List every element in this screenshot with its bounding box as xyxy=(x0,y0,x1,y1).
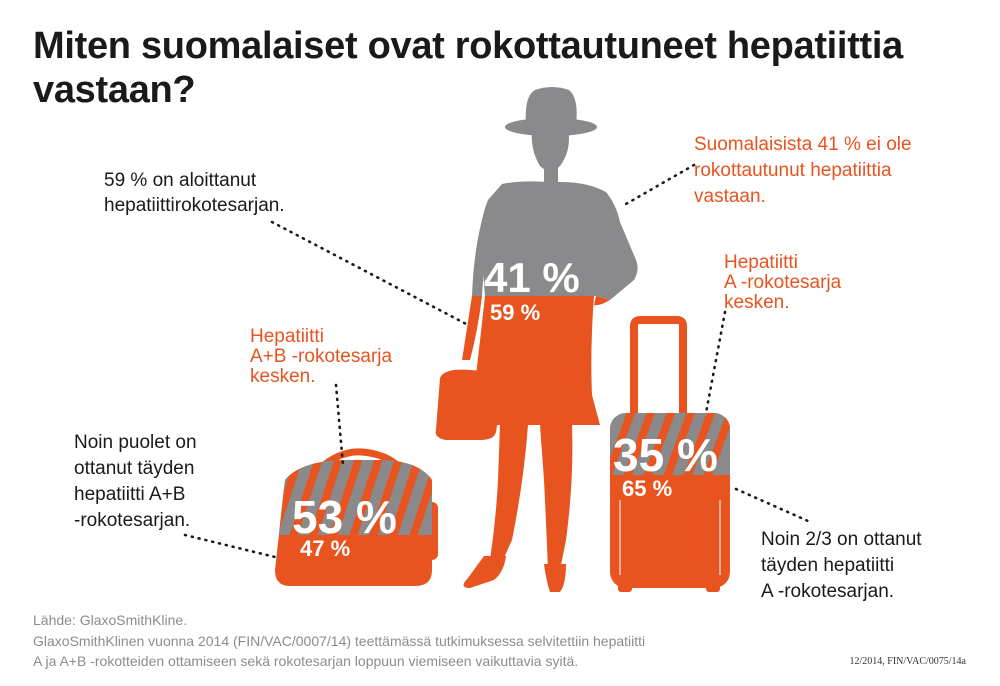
bag-bottom-value: 47 % xyxy=(300,536,351,561)
source-line: Lähde: GlaxoSmithKline. xyxy=(33,612,188,628)
leader-lines xyxy=(183,163,810,559)
woman-silhouette xyxy=(435,87,638,592)
bag-completed-note: Noin puolet on ottanut täyden hepatiitti… xyxy=(74,432,197,531)
woman-top-value: 41 % xyxy=(484,254,580,301)
duffel-bag xyxy=(275,448,438,586)
suitcase-ongoing-note: Hepatiitti A -rokotesarja kesken. xyxy=(724,252,842,313)
suitcase-top-value: 35 % xyxy=(613,429,718,481)
bag-top-value: 53 % xyxy=(292,491,397,543)
suitcase-bottom-value: 65 % xyxy=(622,476,673,501)
bag-ongoing-note: Hepatiitti A+B -rokotesarja kesken. xyxy=(250,326,393,387)
woman-bottom-value: 59 % xyxy=(490,300,541,325)
not-vaccinated-note: Suomalaisista 41 % ei ole rokottautunut … xyxy=(694,134,912,207)
page-title: Miten suomalaiset ovat rokottautuneet he… xyxy=(33,25,903,111)
footer-line-2: A ja A+B -rokotteiden ottamiseen sekä ro… xyxy=(33,653,579,669)
document-code: 12/2014, FIN/VAC/0075/14a xyxy=(849,656,967,667)
rolling-suitcase xyxy=(610,316,730,592)
footer-line-1: GlaxoSmithKlinen vuonna 2014 (FIN/VAC/00… xyxy=(33,633,646,649)
started-series-note: 59 % on aloittanut hepatiittirokotesarja… xyxy=(104,170,285,216)
suitcase-completed-note: Noin 2/3 on ottanut täyden hepatiitti A … xyxy=(761,529,922,602)
